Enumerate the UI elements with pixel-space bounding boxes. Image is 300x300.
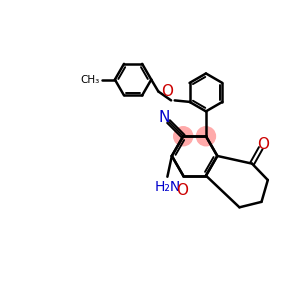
Text: O: O: [161, 84, 173, 99]
Text: CH₃: CH₃: [80, 75, 99, 85]
Text: O: O: [176, 183, 188, 198]
Circle shape: [196, 127, 215, 146]
Text: O: O: [257, 137, 269, 152]
Text: H₂N: H₂N: [154, 180, 181, 194]
Circle shape: [174, 127, 193, 146]
Text: N: N: [159, 110, 170, 125]
